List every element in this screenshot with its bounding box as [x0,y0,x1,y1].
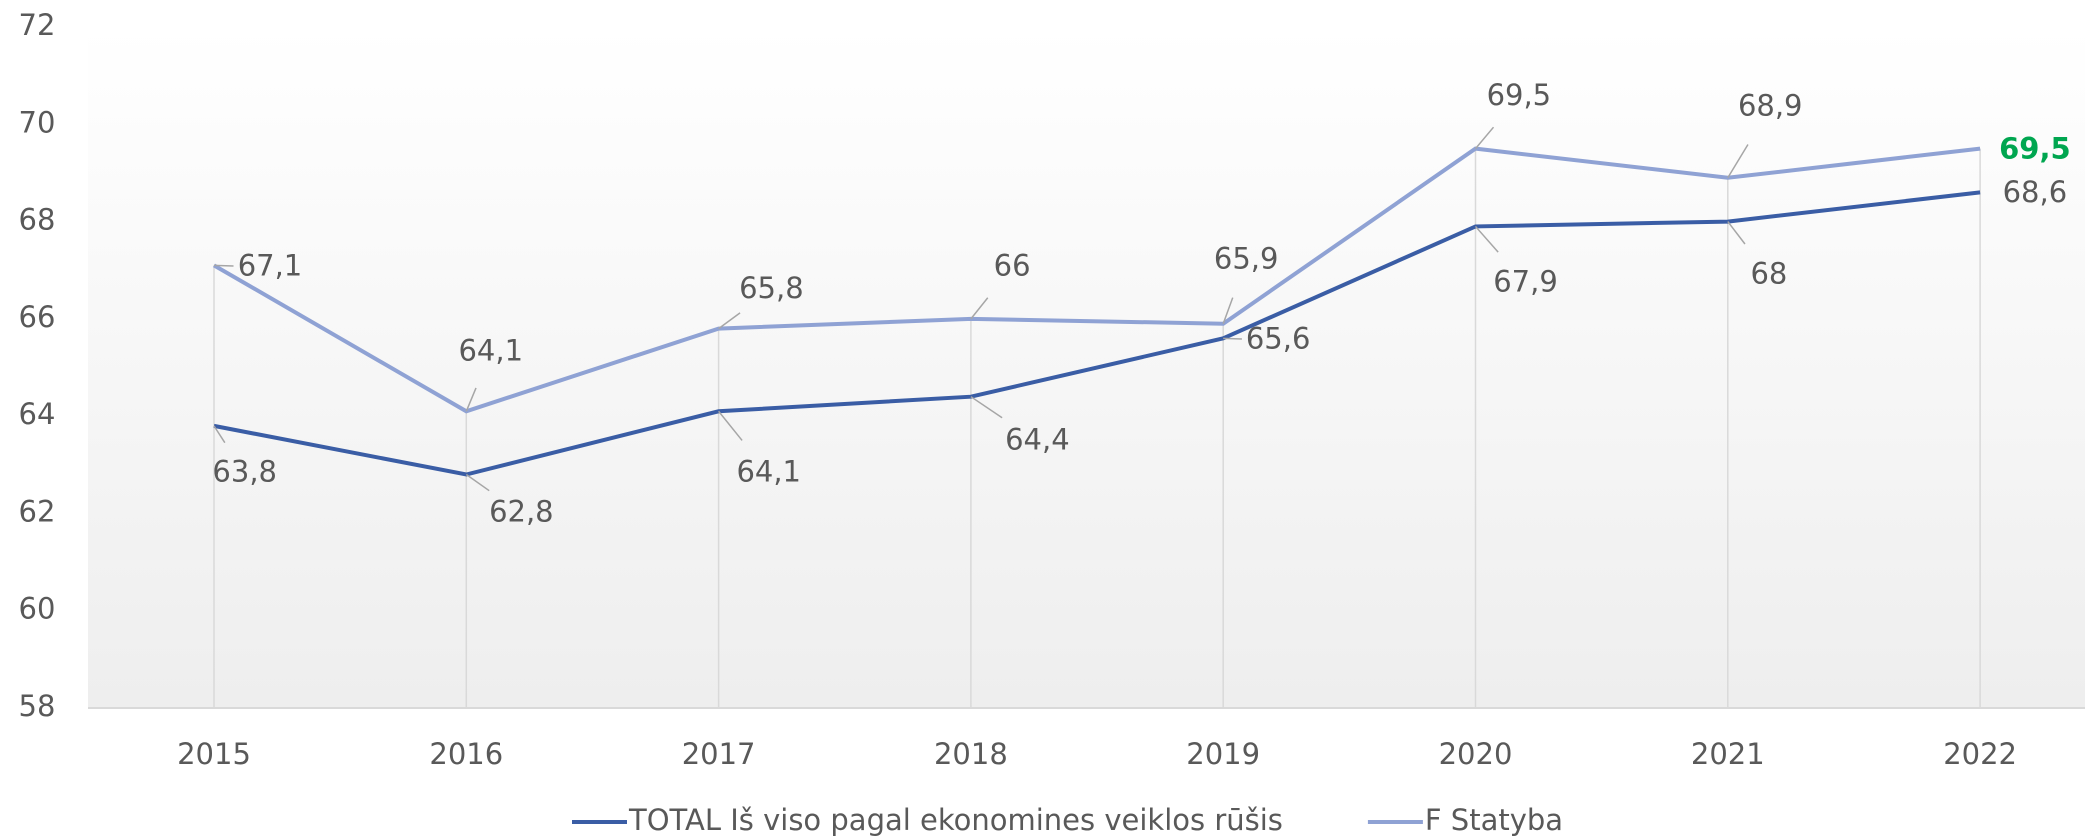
data-label: 67,1 [238,248,303,282]
data-label: 65,9 [1214,242,1279,276]
data-label: 68,6 [2003,175,2068,209]
legend-label: F Statyba [1425,803,1563,837]
x-tick-label: 2016 [429,737,503,771]
leader-line [1727,144,1749,179]
data-label: 69,5 [1487,78,1552,112]
data-label: 67,9 [1493,264,1558,298]
plot-background [88,27,2085,708]
data-label: 65,8 [739,271,804,305]
data-label: 69,5 [1999,131,2071,165]
y-tick-label: 70 [19,105,56,139]
data-label: 64,4 [1005,423,1070,457]
leader-line [1474,126,1495,150]
leader-line [718,312,741,330]
leader-line [213,264,234,267]
x-tick-label: 2015 [177,737,251,771]
x-tick-label: 2020 [1439,737,1513,771]
leader-line [1222,297,1234,324]
x-tick-label: 2018 [934,737,1008,771]
data-label: 66 [994,248,1031,282]
leader-line [1474,225,1499,253]
data-label: 64,1 [736,454,801,488]
y-tick-label: 62 [19,494,56,528]
leader-line [465,473,490,492]
y-tick-label: 68 [19,203,56,237]
series-line [212,146,1981,414]
y-tick-label: 66 [19,300,56,334]
x-tick-label: 2017 [682,737,756,771]
y-tick-label: 64 [19,397,56,431]
leader-line [970,396,1003,419]
y-tick-label: 72 [19,8,56,42]
x-tick-label: 2021 [1691,737,1765,771]
data-label: 65,6 [1246,321,1311,355]
data-label: 63,8 [212,454,277,488]
data-label: 62,8 [489,494,554,528]
data-label: 64,1 [458,333,523,367]
leader-line [718,410,743,441]
leader-line [213,425,226,444]
leader-line [970,297,989,320]
data-label: 68,9 [1738,89,1803,123]
leader-line [1727,221,1746,245]
data-label: 68 [1750,256,1787,290]
x-tick-label: 2019 [1186,737,1260,771]
x-tick-label: 2022 [1943,737,2017,771]
leader-line [1223,337,1242,340]
y-tick-label: 60 [19,592,56,626]
y-tick-label: 58 [19,689,56,723]
legend-label: TOTAL Iš viso pagal ekonomines veiklos r… [628,803,1283,837]
leader-line [465,387,477,412]
series-line [213,190,1981,477]
